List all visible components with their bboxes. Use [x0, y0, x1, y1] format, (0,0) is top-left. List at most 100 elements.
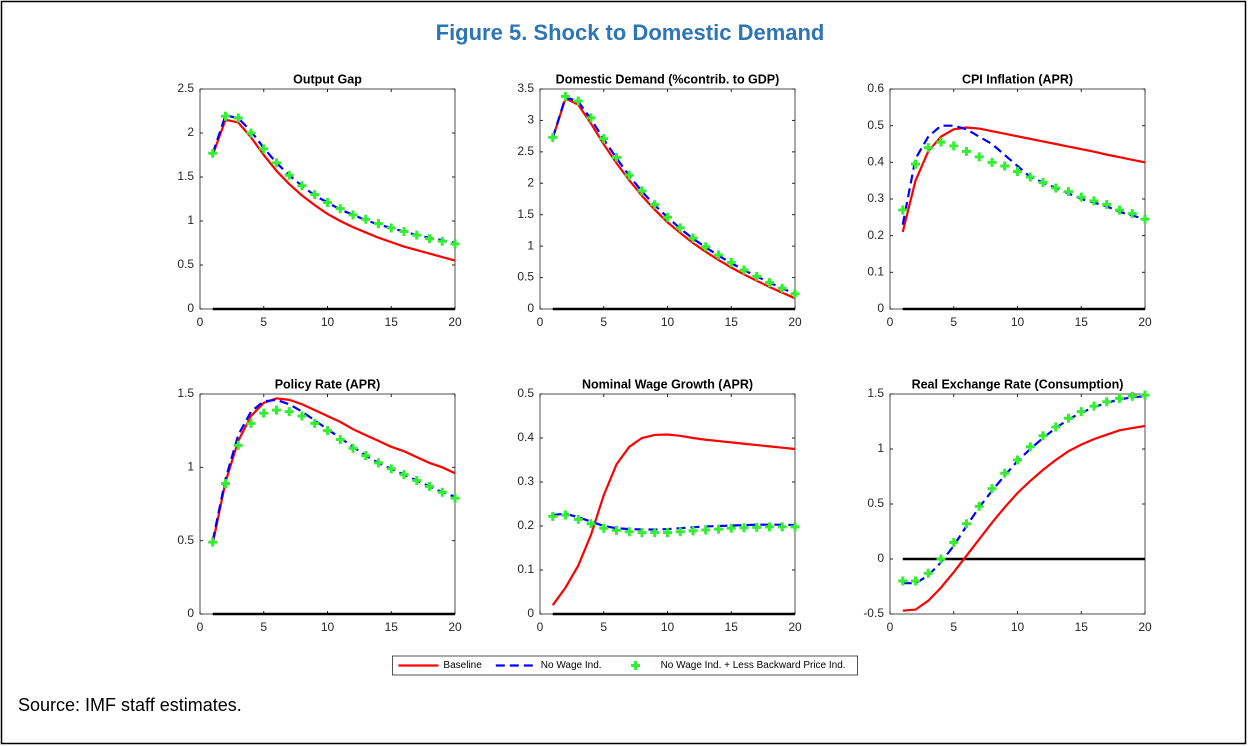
marker	[425, 481, 434, 491]
marker	[1089, 401, 1099, 411]
marker	[310, 190, 320, 200]
y-tick-label: 1.5	[177, 169, 194, 183]
marker	[1025, 442, 1035, 452]
marker	[777, 522, 787, 532]
marker	[923, 568, 933, 578]
marker	[399, 470, 409, 480]
marker	[425, 234, 434, 244]
marker	[714, 524, 723, 534]
marker	[962, 146, 971, 156]
source-note: Source: IMF staff estimates.	[18, 695, 242, 715]
marker	[739, 523, 749, 533]
y-tick-label: 0.1	[867, 265, 884, 279]
marker	[612, 153, 621, 163]
marker	[297, 411, 307, 421]
legend-box	[392, 655, 858, 676]
marker	[962, 519, 971, 529]
x-tick-label: 20	[788, 315, 802, 329]
marker	[1064, 187, 1073, 197]
marker	[259, 144, 269, 154]
marker	[650, 200, 660, 210]
y-tick-label: 0.5	[867, 118, 884, 132]
marker	[323, 426, 332, 436]
y-tick-label: 3	[527, 113, 534, 127]
y-tick-label: 0.6	[867, 81, 884, 95]
legend: Baseline No Wage Ind. No Wage Ind. + Less …	[392, 655, 858, 676]
marker	[1000, 161, 1010, 171]
marker	[1051, 422, 1061, 432]
marker	[777, 283, 787, 293]
marker	[221, 111, 230, 121]
marker	[974, 152, 984, 162]
x-tick-label: 10	[1011, 620, 1025, 634]
legend-label: No Wage Ind.	[541, 660, 602, 671]
marker	[637, 186, 647, 196]
marker	[573, 96, 583, 106]
marker	[450, 239, 460, 249]
x-tick-label: 20	[448, 620, 462, 634]
marker	[1115, 393, 1124, 403]
marker	[688, 526, 698, 536]
marker	[208, 148, 218, 158]
marker	[663, 212, 672, 222]
marker	[548, 132, 558, 142]
x-tick-label: 0	[887, 315, 894, 329]
marker	[412, 476, 422, 486]
marker	[561, 510, 570, 520]
x-tick-label: 5	[260, 620, 267, 634]
marker	[246, 128, 256, 138]
x-tick-label: 5	[950, 620, 957, 634]
marker	[1000, 468, 1010, 478]
x-tick-label: 0	[537, 315, 544, 329]
marker	[586, 519, 596, 529]
marker	[386, 223, 396, 233]
panel-title: Output Gap	[293, 72, 362, 86]
x-tick-label: 0	[887, 620, 894, 634]
marker	[221, 478, 230, 488]
marker	[949, 538, 959, 547]
y-tick-label: 0	[187, 301, 194, 315]
marker	[752, 522, 762, 532]
marker	[911, 576, 920, 586]
marker	[1038, 178, 1048, 187]
y-tick-label: 0.5	[177, 257, 194, 271]
x-tick-label: 5	[600, 315, 607, 329]
panel-title: Real Exchange Rate (Consumption)	[912, 377, 1124, 391]
marker	[624, 527, 634, 537]
marker	[272, 405, 281, 415]
series-line	[211, 118, 456, 262]
marker	[1038, 431, 1048, 441]
marker	[1089, 196, 1099, 206]
y-tick-label: 0.2	[867, 228, 884, 242]
y-tick-label: 1.5	[517, 207, 534, 221]
y-tick-label: 0.5	[517, 270, 534, 284]
marker	[701, 525, 711, 535]
marker	[284, 407, 294, 417]
marker	[412, 230, 422, 240]
x-tick-label: 10	[661, 620, 675, 634]
marker	[548, 511, 558, 521]
legend-label: Baseline	[443, 660, 482, 671]
y-tick-label: 0	[527, 606, 534, 620]
y-tick-label: 2.5	[177, 81, 194, 95]
marker	[624, 170, 634, 180]
marker	[739, 265, 749, 275]
y-tick-label: 0.3	[517, 474, 534, 488]
marker	[437, 236, 447, 246]
y-tick-label: 0.4	[517, 430, 534, 444]
marker	[936, 137, 946, 147]
y-tick-label: 0.3	[867, 191, 884, 205]
marker	[987, 157, 997, 167]
marker	[399, 227, 409, 237]
x-tick-label: 15	[385, 315, 399, 329]
x-tick-label: 15	[725, 620, 739, 634]
marker	[348, 210, 358, 220]
marker	[949, 141, 959, 151]
marker	[246, 418, 256, 428]
marker	[335, 434, 345, 444]
marker	[437, 487, 447, 497]
marker	[1127, 391, 1137, 401]
y-tick-label: 2	[187, 125, 194, 139]
